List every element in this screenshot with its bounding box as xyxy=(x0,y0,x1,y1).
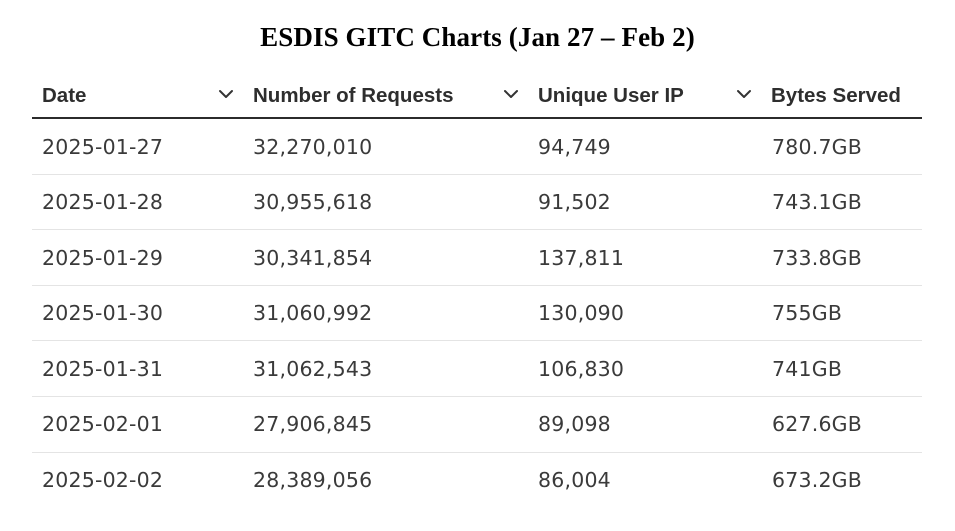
cell-unique-user-ip: 130,090 xyxy=(538,301,625,326)
cell-number-of-requests: 27,906,845 xyxy=(253,412,373,437)
cell-unique-user-ip: 89,098 xyxy=(538,412,611,437)
cell-date: 2025-02-02 xyxy=(42,468,164,493)
cell-number-of-requests: 32,270,010 xyxy=(253,134,373,159)
table-row: 2025-01-28 30,955,618 91,502 743.1GB xyxy=(32,175,922,231)
cell-unique-user-ip: 106,830 xyxy=(538,356,625,381)
cell-number-of-requests: 31,060,992 xyxy=(253,301,373,326)
cell-unique-user-ip: 86,004 xyxy=(538,468,611,493)
cell-bytes-served: 673.2GB xyxy=(772,468,863,493)
chevron-down-icon[interactable] xyxy=(216,84,236,104)
data-table: Date Number of Requests Unique User IP B… xyxy=(32,74,922,508)
cell-date: 2025-01-31 xyxy=(42,356,164,381)
cell-number-of-requests: 31,062,543 xyxy=(253,356,373,381)
cell-bytes-served: 743.1GB xyxy=(772,190,863,215)
table-row: 2025-01-30 31,060,992 130,090 755GB xyxy=(32,286,922,342)
chevron-down-icon[interactable] xyxy=(734,84,754,104)
cell-bytes-served: 741GB xyxy=(772,356,843,381)
cell-number-of-requests: 30,341,854 xyxy=(253,245,373,270)
column-header-date[interactable]: Date xyxy=(42,83,87,107)
chevron-down-icon[interactable] xyxy=(501,84,521,104)
cell-date: 2025-01-28 xyxy=(42,190,164,215)
cell-bytes-served: 780.7GB xyxy=(772,134,863,159)
table-row: 2025-02-02 28,389,056 86,004 673.2GB xyxy=(32,453,922,509)
table-row: 2025-01-27 32,270,010 94,749 780.7GB xyxy=(32,119,922,175)
cell-date: 2025-01-29 xyxy=(42,245,164,270)
table-row: 2025-01-29 30,341,854 137,811 733.8GB xyxy=(32,230,922,286)
cell-bytes-served: 733.8GB xyxy=(772,245,863,270)
cell-bytes-served: 755GB xyxy=(772,301,843,326)
cell-number-of-requests: 30,955,618 xyxy=(253,190,373,215)
cell-date: 2025-02-01 xyxy=(42,412,164,437)
page-title: ESDIS GITC Charts (Jan 27 – Feb 2) xyxy=(260,22,695,52)
cell-unique-user-ip: 91,502 xyxy=(538,190,611,215)
column-header-bytes-served[interactable]: Bytes Served xyxy=(771,83,901,107)
cell-number-of-requests: 28,389,056 xyxy=(253,468,373,493)
cell-unique-user-ip: 137,811 xyxy=(538,245,625,270)
column-header-number-of-requests[interactable]: Number of Requests xyxy=(253,83,454,107)
column-header-unique-user-ip[interactable]: Unique User IP xyxy=(538,83,684,107)
cell-date: 2025-01-27 xyxy=(42,134,164,159)
cell-bytes-served: 627.6GB xyxy=(772,412,863,437)
cell-unique-user-ip: 94,749 xyxy=(538,134,611,159)
table-header-row: Date Number of Requests Unique User IP B… xyxy=(32,74,922,119)
cell-date: 2025-01-30 xyxy=(42,301,164,326)
table-row: 2025-01-31 31,062,543 106,830 741GB xyxy=(32,341,922,397)
table-row: 2025-02-01 27,906,845 89,098 627.6GB xyxy=(32,397,922,453)
